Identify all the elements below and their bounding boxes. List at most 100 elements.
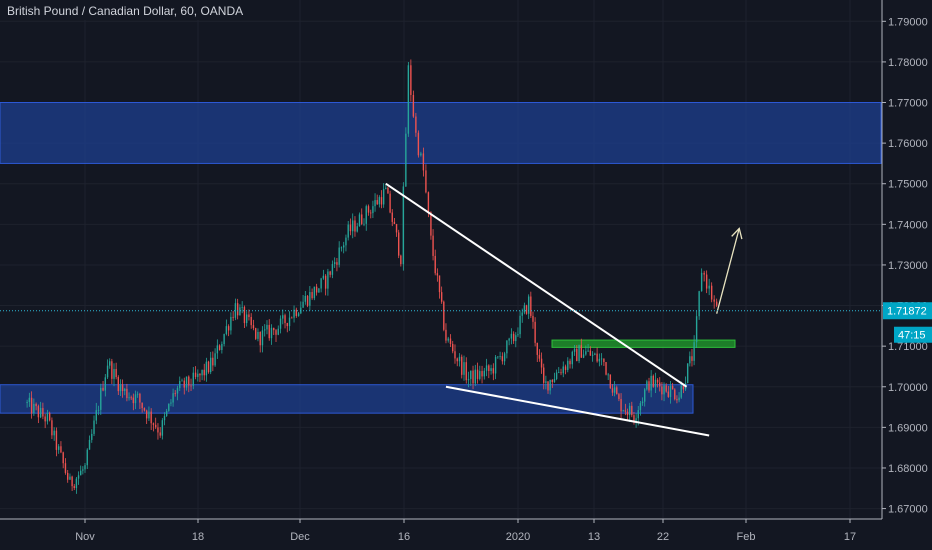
price-tick-label: 1.69000	[888, 422, 928, 434]
candle-up-body	[192, 372, 194, 386]
candle-down-body	[250, 316, 252, 326]
candle-down-body	[143, 408, 146, 411]
candle-up-body	[264, 329, 266, 331]
candle-down-body	[633, 415, 635, 422]
candle-down-body	[476, 369, 479, 379]
candle-up-body	[510, 333, 513, 339]
candle-down-body	[461, 356, 463, 375]
lower-support-zone	[0, 384, 694, 414]
candle-up-body	[333, 262, 336, 265]
candle-up-body	[119, 384, 122, 392]
candle-down-body	[115, 369, 117, 378]
candle-up-body	[420, 153, 422, 156]
candle-down-body	[73, 486, 75, 489]
candle-up-body	[571, 351, 573, 365]
candle-up-body	[309, 292, 311, 306]
price-axis-background	[882, 0, 932, 550]
candle-up-body	[562, 366, 564, 374]
time-tick-label: Nov	[75, 531, 95, 543]
candle-down-body	[674, 389, 676, 400]
candle-up-body	[382, 189, 385, 205]
candle-down-body	[248, 314, 250, 317]
candle-up-body	[598, 358, 601, 362]
candle-up-body	[106, 365, 109, 378]
candle-up-body	[176, 388, 179, 394]
candle-up-body	[277, 328, 279, 335]
upper-resistance-zone	[0, 102, 882, 164]
candle-up-body	[28, 397, 31, 402]
candle-up-body	[104, 377, 107, 391]
candle-down-body	[51, 420, 53, 436]
candle-down-body	[705, 274, 708, 289]
candle-up-body	[342, 245, 345, 248]
candle-down-body	[395, 224, 398, 233]
candle-up-body	[485, 365, 488, 371]
candle-up-body	[225, 326, 228, 335]
candle-up-body	[320, 278, 322, 289]
candle-down-body	[174, 393, 176, 395]
candle-up-body	[322, 275, 325, 279]
candle-up-body	[402, 186, 405, 265]
candle-down-body	[611, 388, 614, 393]
candle-down-body	[361, 214, 363, 224]
candle-up-body	[374, 200, 376, 207]
candle-down-body	[218, 345, 221, 351]
candle-up-body	[352, 220, 354, 232]
candle-up-body	[181, 380, 183, 382]
candle-down-body	[183, 380, 185, 388]
candle-down-body	[536, 342, 538, 355]
candle-up-body	[53, 430, 55, 436]
candle-down-body	[691, 356, 693, 361]
candle-down-body	[315, 286, 318, 293]
price-tick-label: 1.70000	[888, 382, 928, 394]
price-tick-label: 1.67000	[888, 504, 928, 516]
price-tick-label: 1.68000	[888, 463, 928, 475]
candle-down-body	[324, 275, 327, 289]
candle-down-body	[188, 376, 190, 386]
candle-up-body	[365, 206, 367, 224]
candle-up-body	[497, 356, 499, 358]
svg-text:1.71872: 1.71872	[887, 306, 927, 318]
candle-down-body	[255, 328, 257, 339]
candle-up-body	[179, 381, 181, 389]
candle-up-body	[506, 340, 508, 354]
candle-up-body	[241, 306, 243, 308]
candle-up-body	[654, 379, 657, 387]
candle-down-body	[64, 463, 67, 473]
time-axis[interactable]: Nov 18 Dec 16 2020 13 22 Feb 17	[75, 519, 856, 543]
candle-down-body	[71, 476, 73, 487]
candle-down-body	[512, 333, 515, 342]
candle-down-body	[603, 358, 605, 363]
candle-up-body	[95, 410, 97, 421]
candle-up-body	[515, 335, 517, 342]
candle-down-body	[145, 410, 148, 419]
candle-down-body	[152, 423, 155, 425]
candle-down-body	[434, 255, 436, 274]
candle-down-body	[445, 329, 447, 341]
candle-up-body	[646, 381, 648, 390]
time-tick-label: 2020	[506, 531, 530, 543]
candle-down-body	[126, 388, 128, 399]
candle-up-body	[88, 439, 91, 450]
candle-up-body	[508, 338, 510, 341]
title-background	[0, 0, 220, 20]
candle-down-body	[400, 255, 402, 265]
candle-up-body	[163, 415, 166, 421]
candle-down-body	[354, 220, 356, 232]
candle-down-body	[367, 206, 370, 213]
candle-up-body	[639, 403, 642, 411]
candle-down-body	[626, 411, 629, 416]
candle-up-body	[585, 351, 587, 355]
candle-down-body	[139, 393, 141, 403]
price-axis[interactable]: 1.670001.680001.690001.700001.710001.720…	[882, 16, 928, 516]
candle-up-body	[363, 223, 365, 225]
candle-up-body	[230, 316, 232, 331]
candle-up-body	[600, 358, 603, 360]
chart-title: British Pound / Canadian Dollar, 60, OAN…	[7, 4, 243, 18]
candle-up-body	[447, 338, 449, 341]
candle-up-body	[680, 385, 682, 398]
candle-up-body	[197, 373, 199, 377]
candle-down-body	[227, 326, 230, 331]
candle-down-body	[525, 305, 528, 314]
